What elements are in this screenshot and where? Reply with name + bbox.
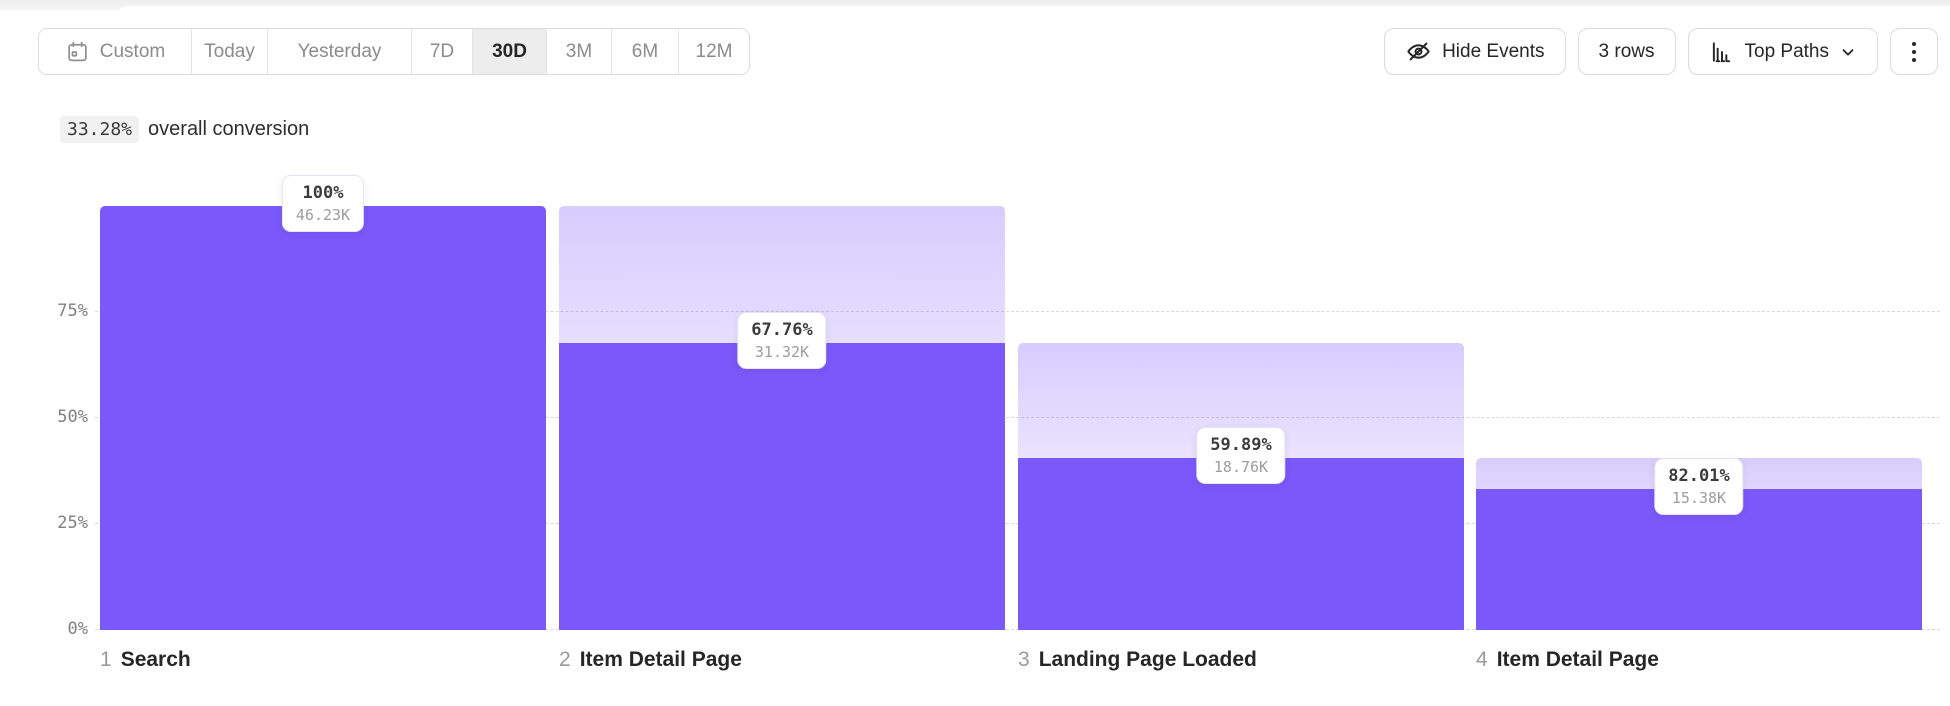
- conversion-pct: 59.89%: [1210, 434, 1272, 455]
- overall-conversion-label: overall conversion: [148, 118, 310, 140]
- date-range-12m[interactable]: 12M: [678, 29, 749, 74]
- calendar-icon: [65, 39, 90, 64]
- funnel-segment-step-2[interactable]: [559, 343, 1005, 630]
- bar-chart-icon: [1709, 39, 1735, 65]
- step-label-1[interactable]: 1 Search: [100, 648, 191, 671]
- y-axis-tick-75: 75%: [57, 301, 88, 321]
- gridline-0: [95, 629, 1940, 630]
- x-axis-labels: 1 Search 2 Item Detail Page 3 Landing Pa…: [0, 648, 1950, 678]
- date-range-3m[interactable]: 3M: [546, 29, 611, 74]
- funnel-segment-step-3[interactable]: [1018, 458, 1464, 630]
- toolbar-right-group: Hide Events 3 rows Top Paths: [1384, 28, 1938, 75]
- date-range-6m[interactable]: 6M: [611, 29, 678, 74]
- step-label-3[interactable]: 3 Landing Page Loaded: [1018, 648, 1257, 671]
- conversion-pct: 67.76%: [751, 319, 813, 340]
- kebab-menu-icon: [1912, 41, 1916, 46]
- more-options-button[interactable]: [1890, 28, 1938, 75]
- overall-conversion-value: 33.28%: [60, 116, 140, 143]
- chevron-down-icon: [1839, 43, 1857, 61]
- rows-button[interactable]: 3 rows: [1577, 28, 1676, 75]
- hide-events-label: Hide Events: [1442, 40, 1545, 62]
- funnel-bar-step-2: 67.76% 31.32K: [559, 206, 1005, 630]
- conversion-count: 46.23K: [295, 205, 351, 224]
- top-edge-strip: [0, 0, 1950, 10]
- y-axis-tick-25: 25%: [57, 513, 88, 533]
- date-range-selector: Custom Today Yesterday 7D 30D 3M 6M 12M: [38, 28, 750, 75]
- bar-value-tooltip-step-3: 59.89% 18.76K: [1196, 426, 1286, 484]
- date-range-custom[interactable]: Custom: [39, 29, 191, 74]
- conversion-count: 31.32K: [754, 342, 810, 361]
- rows-label: 3 rows: [1598, 40, 1655, 62]
- date-range-7d[interactable]: 7D: [411, 29, 472, 74]
- conversion-pct: 82.01%: [1668, 465, 1730, 486]
- gridline-25: [95, 523, 1940, 524]
- conversion-count: 18.76K: [1213, 457, 1269, 476]
- conversion-pct: 100%: [302, 182, 344, 203]
- bar-value-tooltip-step-1: 100% 46.23K: [281, 174, 365, 232]
- eye-off-icon: [1405, 38, 1432, 65]
- funnel-bar-step-4: 82.01% 15.38K: [1476, 206, 1922, 630]
- date-range-30d-selected[interactable]: 30D: [472, 29, 546, 74]
- funnel-bar-step-1: 100% 46.23K: [100, 174, 546, 630]
- date-range-yesterday[interactable]: Yesterday: [267, 29, 411, 74]
- step-label-4[interactable]: 4 Item Detail Page: [1476, 648, 1659, 671]
- date-range-label: Custom: [99, 40, 166, 62]
- funnel-chart: 75% 50% 25% 0% 100% 46.23K 67.76% 31.32K…: [0, 174, 1950, 639]
- bar-value-tooltip-step-4: 82.01% 15.38K: [1654, 457, 1744, 515]
- overall-conversion-summary: 33.28% overall conversion: [60, 116, 309, 143]
- conversion-count: 15.38K: [1671, 488, 1727, 507]
- funnel-segment-step-1[interactable]: [100, 206, 546, 630]
- bar-value-tooltip-step-2: 67.76% 31.32K: [737, 311, 827, 369]
- hide-events-button[interactable]: Hide Events: [1384, 28, 1566, 75]
- y-axis-tick-50: 50%: [57, 407, 88, 427]
- step-label-2[interactable]: 2 Item Detail Page: [559, 648, 742, 671]
- gridline-75: [95, 311, 1940, 312]
- chart-toolbar: Custom Today Yesterday 7D 30D 3M 6M 12M …: [0, 28, 1950, 75]
- top-paths-button[interactable]: Top Paths: [1687, 28, 1878, 75]
- y-axis-tick-0: 0%: [67, 619, 88, 639]
- top-paths-label: Top Paths: [1744, 40, 1830, 62]
- date-range-today[interactable]: Today: [191, 29, 267, 74]
- gridline-50: [95, 417, 1940, 418]
- funnel-bar-step-3: 59.89% 18.76K: [1018, 206, 1464, 630]
